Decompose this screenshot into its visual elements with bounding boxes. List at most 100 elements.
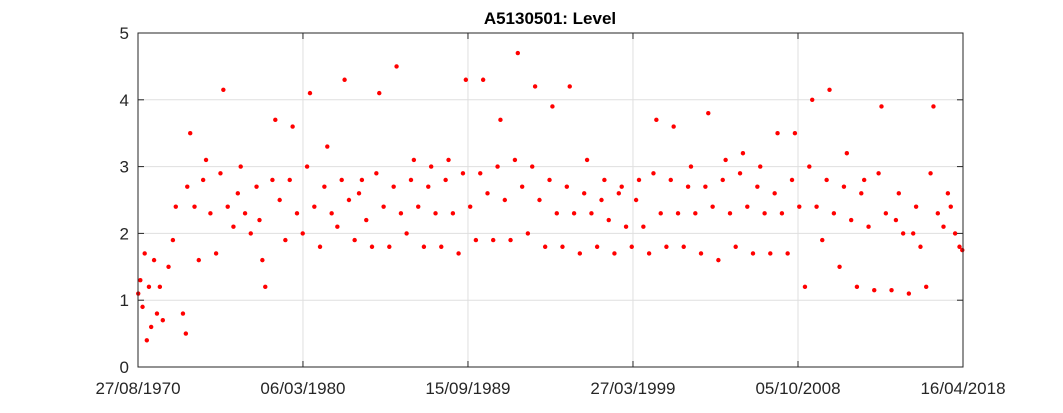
data-point [859,191,864,196]
data-point [260,257,265,263]
tick-marks [137,32,964,368]
y-tick-label: 0 [120,358,129,377]
data-point [408,177,414,183]
data-point [960,247,965,253]
data-point [317,244,323,249]
data-point [945,191,951,196]
data-point [837,264,842,269]
data-point [322,184,327,189]
data-point [710,204,715,209]
data-point [772,191,777,196]
data-point [612,251,617,256]
data-point [616,191,621,196]
data-point [263,284,268,290]
data-point [231,224,236,229]
data-point [693,211,698,216]
data-point [768,251,773,256]
data-point [519,184,525,189]
x-tick-label: 27/03/1999 [590,379,675,398]
data-point [651,171,656,176]
data-point [797,204,802,209]
data-point [416,204,421,209]
data-point [716,257,721,263]
data-point [779,211,785,216]
data-point [785,251,790,256]
data-point [900,231,906,236]
data-point [391,184,396,189]
data-point [948,204,953,209]
data-point [374,171,379,176]
data-point [530,164,535,169]
data-point [359,177,365,183]
data-point [584,157,590,163]
data-point [463,77,469,82]
data-point [814,204,819,209]
data-point [550,104,555,109]
data-point [906,291,912,296]
data-point [831,211,837,216]
data-point [312,204,317,209]
data-point [646,251,652,256]
data-point [931,104,936,109]
data-point [460,171,466,176]
data-point [872,287,877,293]
data-point [928,171,933,176]
data-point [170,237,176,243]
data-point [681,244,686,249]
data-point [446,157,451,163]
data-point [792,131,798,136]
data-point [758,164,763,169]
data-point [502,197,508,203]
data-point [924,284,929,290]
data-point [426,184,431,189]
data-point [377,90,382,96]
data-point [727,211,733,216]
data-point [807,164,812,169]
data-point [439,244,444,249]
data-point [641,224,646,229]
data-point [658,211,663,216]
data-point [450,211,456,216]
data-point [300,231,305,236]
data-point [307,90,313,96]
data-point [913,204,919,209]
data-point [254,184,259,189]
data-point [952,231,958,236]
data-point [599,197,604,203]
data-point [325,144,330,149]
data-point [810,97,815,103]
data-point [304,164,310,169]
data-point [508,237,513,243]
data-point [356,191,362,196]
data-point [478,171,483,176]
data-point [918,244,923,249]
data-point [387,244,392,249]
data-point [369,244,375,249]
data-point [554,211,559,216]
data-point [273,117,278,123]
data-point [525,231,531,236]
data-point [750,251,756,256]
data-point [512,157,518,163]
data-point [329,211,334,216]
data-point [498,117,503,123]
y-tick-label: 2 [120,224,129,243]
data-point [140,304,145,310]
data-point [957,244,962,249]
data-point [173,204,178,209]
y-tick-label: 4 [120,91,129,110]
x-tick-label: 27/08/1970 [95,379,180,398]
data-point [203,157,209,163]
data-point [589,211,594,216]
data-point [827,87,832,92]
data-point [567,84,572,89]
x-tick-label: 16/04/2018 [920,379,1005,398]
data-point [294,211,300,216]
data-point [235,191,241,196]
data-point [151,257,157,263]
data-point [547,177,552,183]
x-tick-labels: 27/08/1970 06/03/1980 15/09/1989 27/03/1999… [95,379,1005,398]
data-point [180,311,186,316]
data-point [623,224,629,229]
